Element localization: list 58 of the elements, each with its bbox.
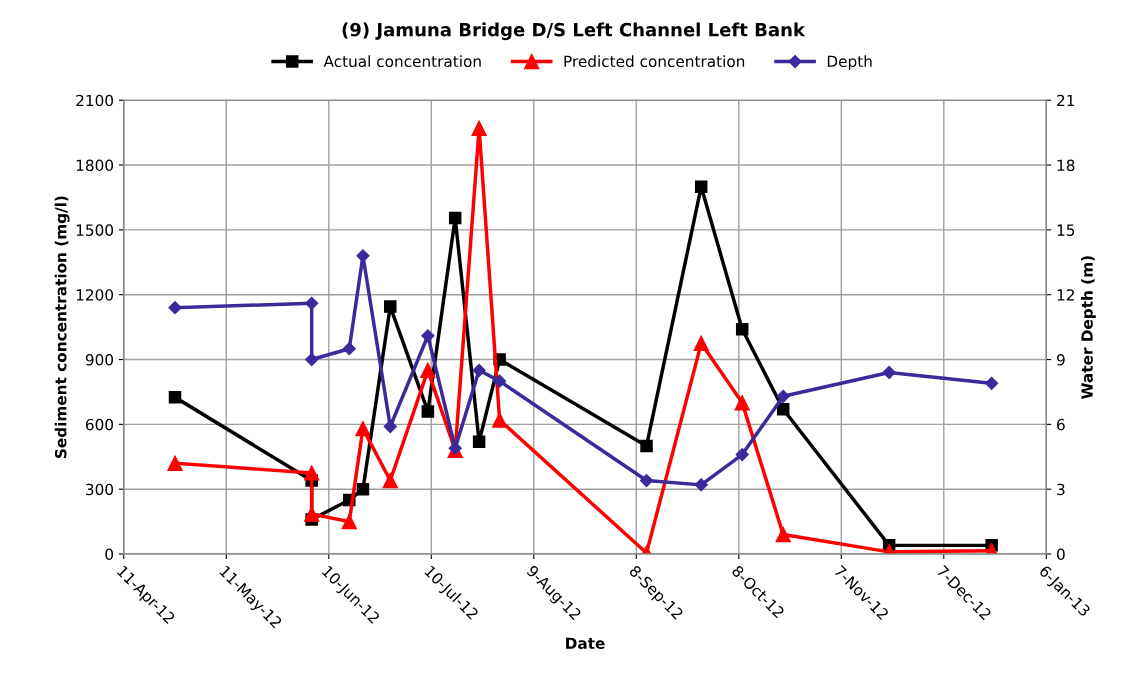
point bbox=[694, 478, 708, 492]
point bbox=[882, 365, 896, 380]
point bbox=[168, 301, 182, 315]
y-tick-label: 600 bbox=[85, 418, 114, 431]
point bbox=[735, 448, 749, 462]
point bbox=[382, 472, 398, 489]
y2-tick-label: 18 bbox=[1057, 159, 1075, 172]
y-tick-label: 300 bbox=[86, 483, 114, 496]
y2-tick-label: 21 bbox=[1057, 94, 1075, 107]
y-tick-label: 1200 bbox=[76, 289, 114, 301]
point bbox=[776, 389, 790, 403]
point bbox=[472, 435, 486, 448]
y-tick-label: 2100 bbox=[76, 94, 114, 107]
point bbox=[421, 405, 435, 418]
point bbox=[304, 506, 320, 522]
point bbox=[342, 342, 356, 356]
point bbox=[448, 211, 462, 225]
y2-tick-label: 6 bbox=[1057, 418, 1065, 431]
x-axis-title: Date bbox=[566, 637, 605, 650]
point bbox=[472, 363, 486, 377]
point bbox=[775, 526, 791, 543]
point bbox=[420, 362, 436, 378]
point bbox=[694, 180, 708, 193]
point bbox=[493, 374, 507, 388]
point bbox=[167, 455, 183, 471]
point bbox=[985, 376, 999, 390]
y-tick-label: 900 bbox=[85, 354, 114, 366]
legend-label: Predicted concentration bbox=[564, 55, 745, 68]
point bbox=[168, 391, 182, 404]
point bbox=[734, 395, 750, 411]
point bbox=[356, 249, 370, 263]
point bbox=[341, 513, 357, 530]
point bbox=[693, 335, 709, 351]
point bbox=[356, 482, 370, 496]
y-tick-label: 1500 bbox=[76, 224, 114, 236]
y2-tick-label: 15 bbox=[1057, 224, 1075, 236]
point bbox=[305, 352, 319, 367]
y-tick-label: 1800 bbox=[76, 159, 114, 172]
point bbox=[471, 120, 487, 136]
legend-label: Actual concentration bbox=[323, 55, 481, 68]
point bbox=[639, 473, 654, 488]
point bbox=[355, 421, 371, 437]
chart-title: (9) Jamuna Bridge D/S Left Channel Left Bank bbox=[342, 22, 806, 41]
point bbox=[304, 465, 320, 481]
y2-tick-label: 9 bbox=[1056, 354, 1065, 366]
y-axis-title: Sediment concentration (mg/l) bbox=[54, 196, 70, 459]
point bbox=[384, 300, 397, 313]
point bbox=[491, 412, 508, 428]
y2-axis-title: Water Depth (m) bbox=[1081, 256, 1096, 399]
point bbox=[305, 296, 319, 310]
point bbox=[735, 323, 749, 336]
y2-tick-label: 12 bbox=[1057, 289, 1074, 301]
point bbox=[421, 329, 435, 343]
legend-label: Depth bbox=[827, 55, 872, 71]
y2-tick-label: 3 bbox=[1057, 483, 1065, 496]
y-tick-label: 0 bbox=[105, 548, 114, 561]
y2-tick-label: 0 bbox=[1057, 548, 1065, 561]
point bbox=[640, 439, 653, 453]
